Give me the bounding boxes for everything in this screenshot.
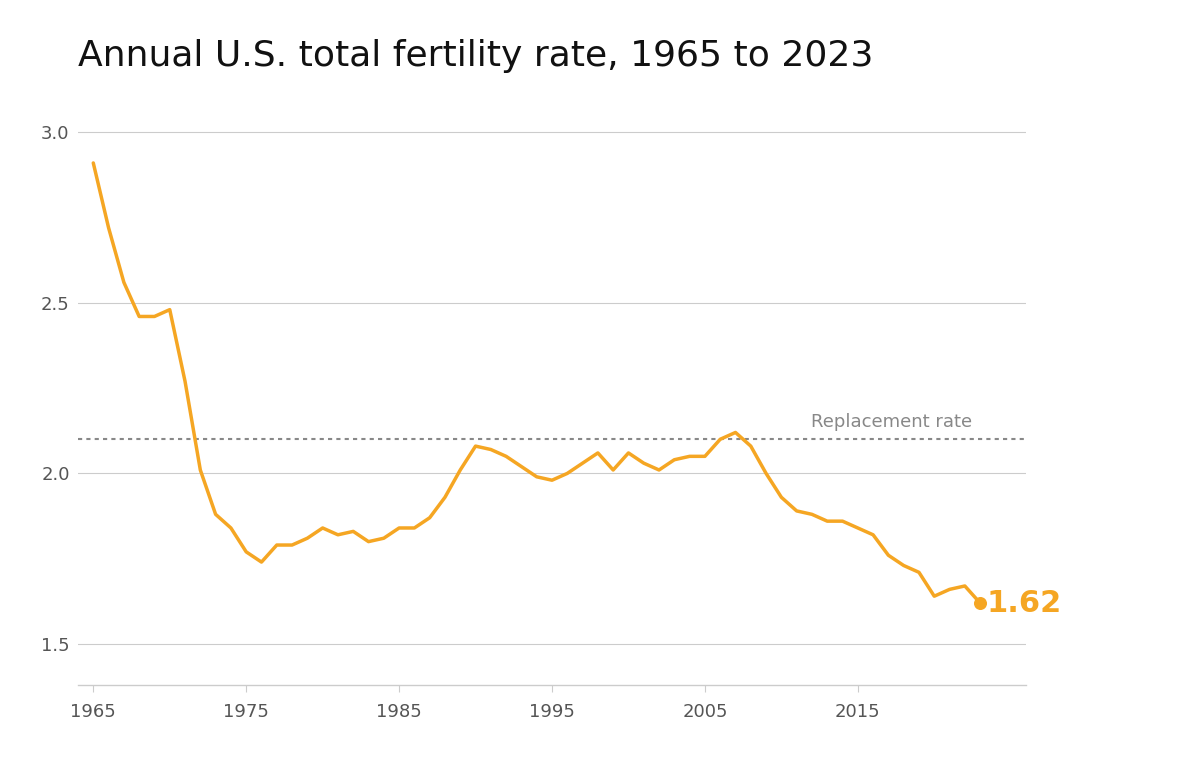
Text: Annual U.S. total fertility rate, 1965 to 2023: Annual U.S. total fertility rate, 1965 t… [78, 40, 874, 73]
Text: Replacement rate: Replacement rate [811, 412, 972, 431]
Text: 1.62: 1.62 [986, 588, 1062, 617]
Point [971, 597, 990, 609]
